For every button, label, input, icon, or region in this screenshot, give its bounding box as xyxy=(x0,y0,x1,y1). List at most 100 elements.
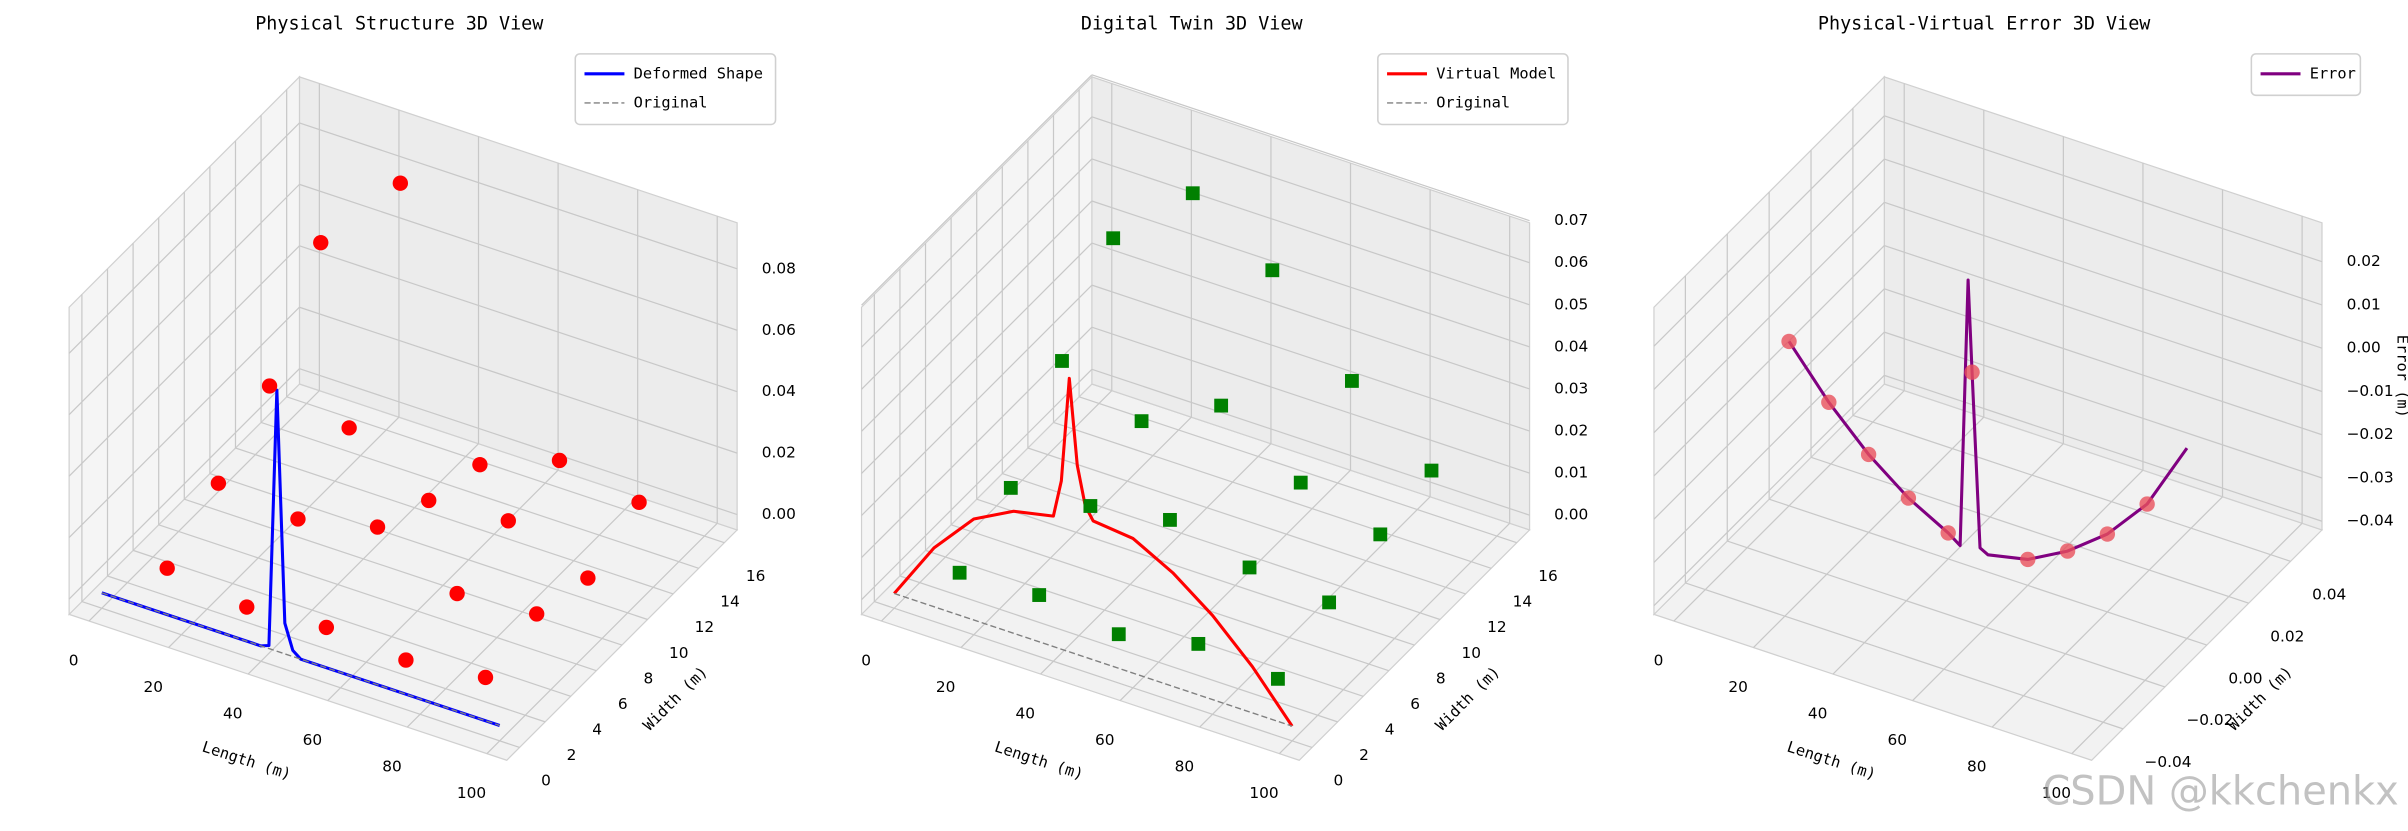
x-tick-label: 20 xyxy=(936,678,956,696)
legend-label: Original xyxy=(634,93,708,111)
grid-line xyxy=(1653,374,1885,607)
grid-line xyxy=(299,306,738,454)
watermark: CSDN @kkchenkx xyxy=(2042,769,2398,815)
scatter-point xyxy=(369,519,386,535)
grid-line xyxy=(1884,331,2323,479)
z-tick-label: 0.08 xyxy=(762,259,796,277)
chart-title: Digital Twin 3D View xyxy=(1081,14,1304,35)
x-tick-label: 0 xyxy=(69,651,79,669)
grid-line xyxy=(1027,447,1466,595)
z-tick-label: 0.04 xyxy=(1554,337,1588,355)
legend-box xyxy=(2250,53,2362,97)
grid-line xyxy=(68,368,300,600)
z-tick-label: 0.04 xyxy=(762,382,796,400)
grid-line xyxy=(861,158,1093,390)
legend-box xyxy=(1377,53,1569,126)
x-tick-label: 0 xyxy=(861,651,871,669)
x-tick-label: 0 xyxy=(1654,651,1664,669)
grid-line xyxy=(1685,582,2124,730)
y-tick-label: 8 xyxy=(1436,669,1446,687)
scatter-point xyxy=(1781,333,1797,350)
scatter-point xyxy=(500,513,516,529)
scatter-point xyxy=(472,456,488,473)
z-tick-label: −0.02 xyxy=(2347,425,2394,443)
y-tick-label: −0.04 xyxy=(2145,753,2192,771)
grid-line xyxy=(1884,245,2323,393)
scatter-point xyxy=(1032,588,1047,602)
grid-line xyxy=(861,74,1093,306)
scatter-point xyxy=(1964,364,1980,380)
scatter-point xyxy=(1106,231,1121,246)
y-tick-label: 2 xyxy=(567,746,577,764)
scatter-point xyxy=(1940,525,1956,541)
scatter-point xyxy=(2059,543,2076,559)
z-tick-label: 0.01 xyxy=(1554,464,1588,482)
scatter-point xyxy=(398,652,414,668)
x-tick-label: 40 xyxy=(1808,704,1828,722)
scatter-point xyxy=(1373,527,1388,542)
scatter-point xyxy=(477,669,494,686)
grid-line xyxy=(68,183,300,416)
grid-line xyxy=(861,326,1093,559)
y-tick-label: 0.00 xyxy=(2228,669,2262,687)
z-tick-label: 0.02 xyxy=(2347,252,2381,270)
y-tick-label: 14 xyxy=(720,593,740,611)
grid-line xyxy=(861,368,1093,601)
scatter-point xyxy=(290,511,306,527)
grid-line xyxy=(184,498,623,646)
grid-line xyxy=(107,575,546,723)
z-tick-label: 0.01 xyxy=(2347,295,2381,313)
scatter-point xyxy=(341,420,357,436)
scatter-point xyxy=(1191,636,1206,651)
x-tick-label: 20 xyxy=(143,678,163,696)
grid-line xyxy=(1884,201,2323,349)
grid-line xyxy=(1091,368,1530,516)
scatter-point xyxy=(1900,490,1917,506)
scatter-point xyxy=(1134,414,1149,429)
grid-line xyxy=(1653,288,1885,520)
x-tick-label: 20 xyxy=(1728,678,1748,696)
y-tick-label: 0.02 xyxy=(2270,627,2304,645)
grid-line xyxy=(861,116,1093,348)
grid-line xyxy=(81,600,520,749)
grid-line xyxy=(1653,158,1885,390)
scatter-point xyxy=(1163,512,1177,527)
z-tick-label: 0.06 xyxy=(762,321,796,339)
chart-title: Physical Structure 3D View xyxy=(255,14,544,35)
grid-line xyxy=(1810,456,2249,604)
scatter-point xyxy=(1214,398,1229,413)
y-tick-label: 0 xyxy=(541,772,551,790)
scatter-point xyxy=(1242,560,1257,575)
scatter-point xyxy=(1083,499,1098,513)
z-tick-label: −0.01 xyxy=(2347,382,2394,400)
grid-line xyxy=(1653,201,1885,434)
legend-label: Virtual Model xyxy=(1436,64,1556,82)
grid-line xyxy=(1091,116,1530,264)
y-tick-label: 16 xyxy=(1538,567,1558,585)
scatter-point xyxy=(1265,263,1280,278)
x-tick-label: 80 xyxy=(382,758,402,776)
grid-line xyxy=(976,498,1415,646)
scatter-point xyxy=(1322,595,1337,610)
grid-line xyxy=(1091,326,1530,474)
scatter-point xyxy=(952,565,967,580)
y-tick-label: 12 xyxy=(695,618,715,636)
scatter-point xyxy=(421,492,437,509)
grid-line xyxy=(1091,158,1530,306)
data-line xyxy=(893,376,1294,727)
grid-line xyxy=(1768,498,2208,646)
grid-line xyxy=(1002,473,1441,621)
grid-line xyxy=(68,122,300,354)
grid-line xyxy=(1053,421,1492,569)
scatter-point xyxy=(261,378,278,394)
y-tick-label: 12 xyxy=(1487,618,1507,636)
scatter-point xyxy=(210,475,227,491)
grid-line xyxy=(861,200,1093,432)
x-tick-label: 40 xyxy=(1015,704,1035,722)
scatter-point xyxy=(2139,496,2155,512)
grid-line xyxy=(1653,115,1885,347)
z-tick-label: 0.00 xyxy=(2347,339,2381,357)
grid-line xyxy=(132,549,571,697)
